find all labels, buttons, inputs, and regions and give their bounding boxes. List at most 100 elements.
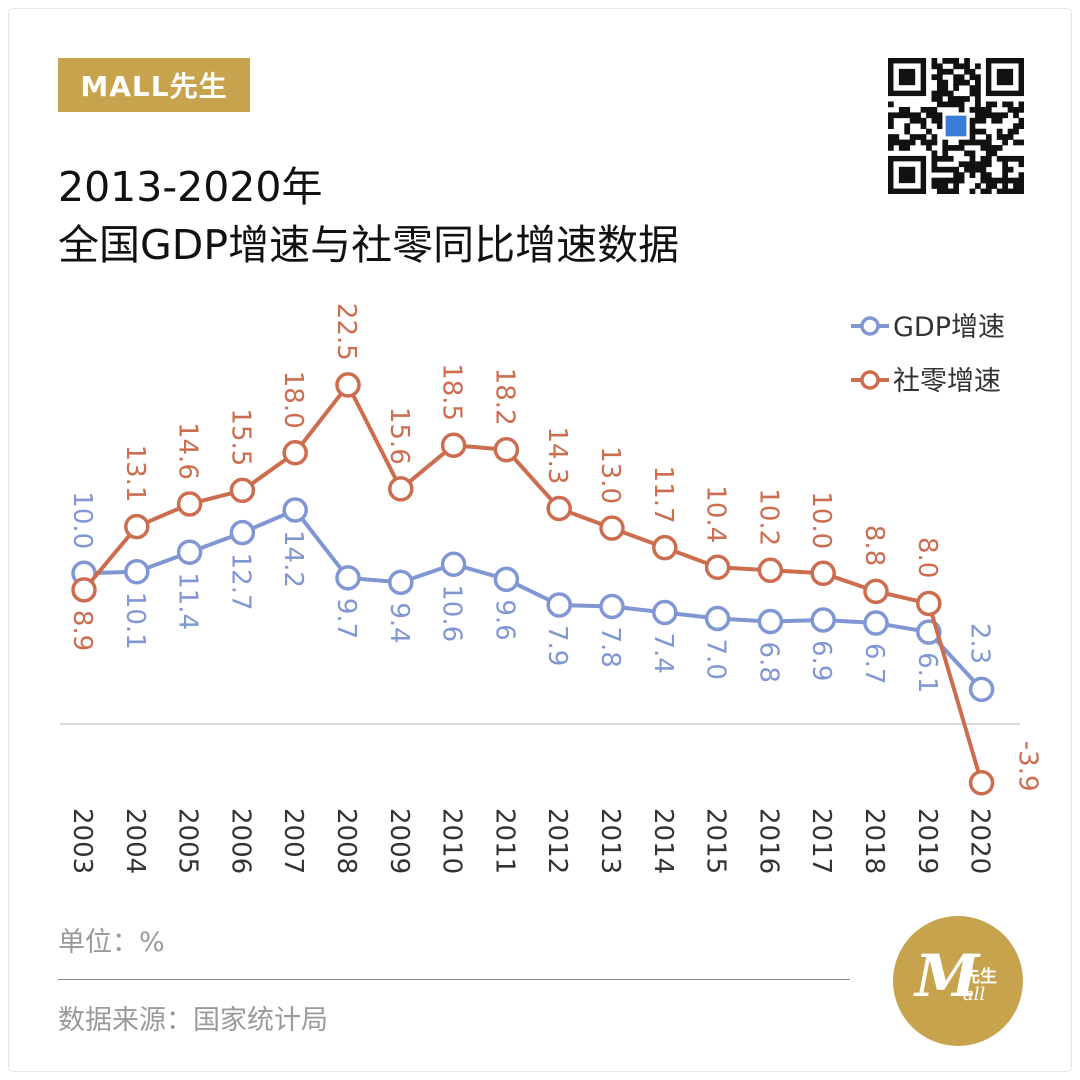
brand-logo: M 先生 all xyxy=(893,916,1023,1046)
x-tick-label: 2015 xyxy=(701,808,731,874)
data-label: 8.0 xyxy=(912,537,942,578)
data-point xyxy=(916,590,942,617)
title-line-1: 2013-2020年 xyxy=(58,163,323,211)
data-point xyxy=(388,476,414,502)
data-point xyxy=(704,554,731,581)
x-tick-label: 2019 xyxy=(912,808,942,874)
x-tick-label: 2017 xyxy=(806,808,836,874)
x-tick-label: 2008 xyxy=(331,808,361,874)
data-point xyxy=(652,599,678,626)
data-point xyxy=(71,577,97,603)
data-point xyxy=(440,551,467,578)
data-label: 7.0 xyxy=(701,639,731,680)
x-tick-label: 2016 xyxy=(753,808,783,874)
data-point xyxy=(176,491,203,517)
data-point xyxy=(282,497,308,523)
footer-divider xyxy=(58,979,850,980)
data-point xyxy=(335,372,361,398)
data-point xyxy=(124,559,150,585)
data-label: 13.1 xyxy=(120,445,150,503)
data-label: 10.0 xyxy=(806,491,836,549)
data-label: 18.0 xyxy=(278,371,308,429)
data-point xyxy=(282,439,308,466)
data-label: 22.5 xyxy=(331,303,361,361)
data-label: 6.9 xyxy=(806,640,836,681)
data-point xyxy=(757,608,784,635)
qr-code-icon xyxy=(888,58,1024,194)
data-label: 9.6 xyxy=(489,599,519,640)
data-label: 9.7 xyxy=(331,598,361,639)
data-point xyxy=(968,770,995,796)
data-point xyxy=(388,569,414,596)
data-point xyxy=(229,519,256,546)
series-line-1 xyxy=(82,382,984,784)
data-point xyxy=(493,436,520,463)
data-point xyxy=(757,557,784,584)
data-label: 10.6 xyxy=(437,584,467,642)
x-tick-label: 2009 xyxy=(384,808,414,874)
data-label: 15.6 xyxy=(384,407,414,465)
data-point xyxy=(229,477,256,504)
data-label: 12.7 xyxy=(225,553,255,611)
x-tick-label: 2010 xyxy=(437,808,467,874)
data-label: 10.0 xyxy=(67,491,97,549)
data-label: 14.2 xyxy=(278,530,308,588)
data-label: 8.9 xyxy=(67,610,97,651)
data-label: 18.2 xyxy=(489,368,519,426)
data-label: 11.7 xyxy=(648,466,678,524)
x-tick-label: 2005 xyxy=(173,808,203,874)
data-point xyxy=(599,593,625,620)
legend-label: 社零增速 xyxy=(893,366,1001,397)
data-point xyxy=(810,607,836,633)
data-point xyxy=(124,513,150,540)
data-label: 7.9 xyxy=(542,625,572,666)
data-label: 14.6 xyxy=(173,422,203,480)
data-point xyxy=(968,676,995,703)
data-point xyxy=(546,592,572,618)
x-tick-label: 2007 xyxy=(278,808,308,874)
x-tick-label: 2018 xyxy=(859,808,889,874)
data-point xyxy=(863,610,889,636)
x-tick-label: 2012 xyxy=(542,808,572,874)
data-point xyxy=(599,515,625,541)
data-point xyxy=(810,560,836,587)
x-tick-label: 2004 xyxy=(120,808,150,874)
data-point xyxy=(335,565,361,591)
data-label: -3.9 xyxy=(1013,741,1043,792)
data-point xyxy=(863,578,889,605)
data-label: 7.4 xyxy=(648,632,678,673)
x-tick-label: 2006 xyxy=(225,808,255,874)
data-label: 14.3 xyxy=(542,426,572,484)
data-label: 11.4 xyxy=(173,572,203,630)
logo-en: all xyxy=(963,984,986,1005)
data-point xyxy=(176,539,203,565)
data-label: 7.8 xyxy=(595,626,625,667)
data-point xyxy=(440,432,467,458)
data-point xyxy=(704,605,731,632)
data-label: 9.4 xyxy=(384,602,414,643)
legend-label: GDP增速 xyxy=(893,312,1005,343)
chart-title: 2013-2020年 全国GDP增速与社零同比增速数据 xyxy=(58,158,679,274)
logo-mark: M xyxy=(915,942,980,1010)
title-line-2: 全国GDP增速与社零同比增速数据 xyxy=(58,221,680,269)
data-label: 6.1 xyxy=(912,652,942,693)
chart: 2003 2004 2005 2006 2007 2008 2009 2010 2011 2012… xyxy=(60,303,1043,874)
x-tick-label: 2013 xyxy=(595,808,625,874)
x-tick-label: 2011 xyxy=(489,808,519,874)
unit-label: 单位：% xyxy=(58,927,165,958)
data-label: 10.2 xyxy=(753,488,783,546)
source-label: 数据来源：国家统计局 xyxy=(58,1005,328,1036)
data-label: 8.8 xyxy=(859,525,889,566)
data-label: 10.4 xyxy=(701,485,731,543)
data-label: 2.3 xyxy=(965,623,995,664)
data-label: 15.5 xyxy=(225,408,255,466)
data-point xyxy=(493,566,520,593)
data-label: 10.1 xyxy=(120,592,150,650)
legend-marker xyxy=(860,316,880,336)
x-tick-label: 2014 xyxy=(648,808,678,874)
logo-zh: 先生 xyxy=(963,967,997,987)
x-tick-label: 2020 xyxy=(965,808,995,874)
series-line-0 xyxy=(83,508,984,691)
data-point xyxy=(546,495,572,522)
data-label: 18.5 xyxy=(437,363,467,421)
